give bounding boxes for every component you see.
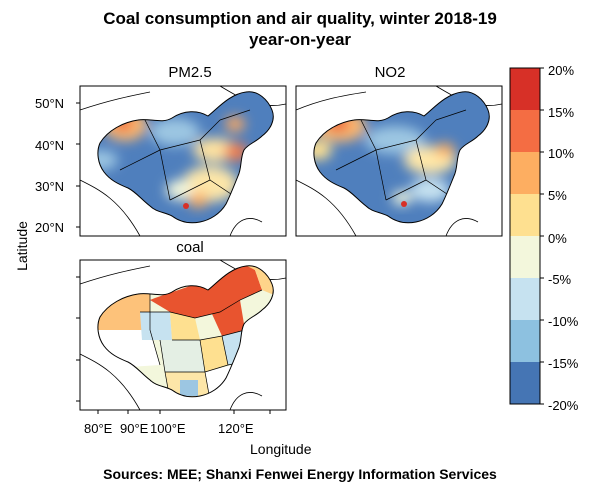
- legend-colorbar: [509, 67, 544, 405]
- legend-label: -20%: [548, 398, 579, 413]
- x-axis-label: Longitude: [250, 441, 312, 457]
- legend-label: 10%: [548, 146, 575, 161]
- legend-swatch: [510, 320, 540, 362]
- lon-tick-100: 100°E: [150, 421, 186, 436]
- legend-swatch: [510, 110, 540, 152]
- legend-swatch: [510, 194, 540, 236]
- legend-label: 20%: [548, 63, 575, 78]
- panel-title-pm25: PM2.5: [168, 64, 212, 81]
- no2-map-panel: [295, 85, 503, 237]
- lon-tick-90: 90°E: [120, 421, 149, 436]
- legend-swatch: [510, 236, 540, 278]
- lat-tick-30: 30°N: [35, 179, 65, 194]
- source-note: Sources: MEE; Shanxi Fenwei Energy Infor…: [103, 466, 497, 482]
- legend-label: -10%: [548, 314, 579, 329]
- legend-label: 15%: [548, 105, 575, 120]
- coal-map-panel: [76, 259, 287, 414]
- legend-label: -15%: [548, 356, 579, 371]
- lon-tick-80: 80°E: [84, 421, 113, 436]
- lat-tick-40: 40°N: [35, 138, 65, 153]
- chart-title: Coal consumption and air quality, winter…: [103, 9, 497, 28]
- legend-label: 0%: [548, 231, 567, 246]
- lat-tick-50: 50°N: [35, 96, 65, 111]
- legend-label: -5%: [548, 272, 572, 287]
- legend-swatch: [510, 278, 540, 320]
- legend-label: 5%: [548, 188, 567, 203]
- panel-title-coal: coal: [176, 239, 204, 256]
- pm25-map-panel: [76, 85, 287, 237]
- legend-swatch: [510, 362, 540, 404]
- chart-subtitle: year-on-year: [248, 30, 352, 49]
- panel-title-no2: NO2: [374, 64, 406, 81]
- legend-swatch: [510, 152, 540, 194]
- lat-tick-20: 20°N: [35, 220, 65, 235]
- lon-tick-120: 120°E: [218, 421, 254, 436]
- legend-swatch: [510, 68, 540, 110]
